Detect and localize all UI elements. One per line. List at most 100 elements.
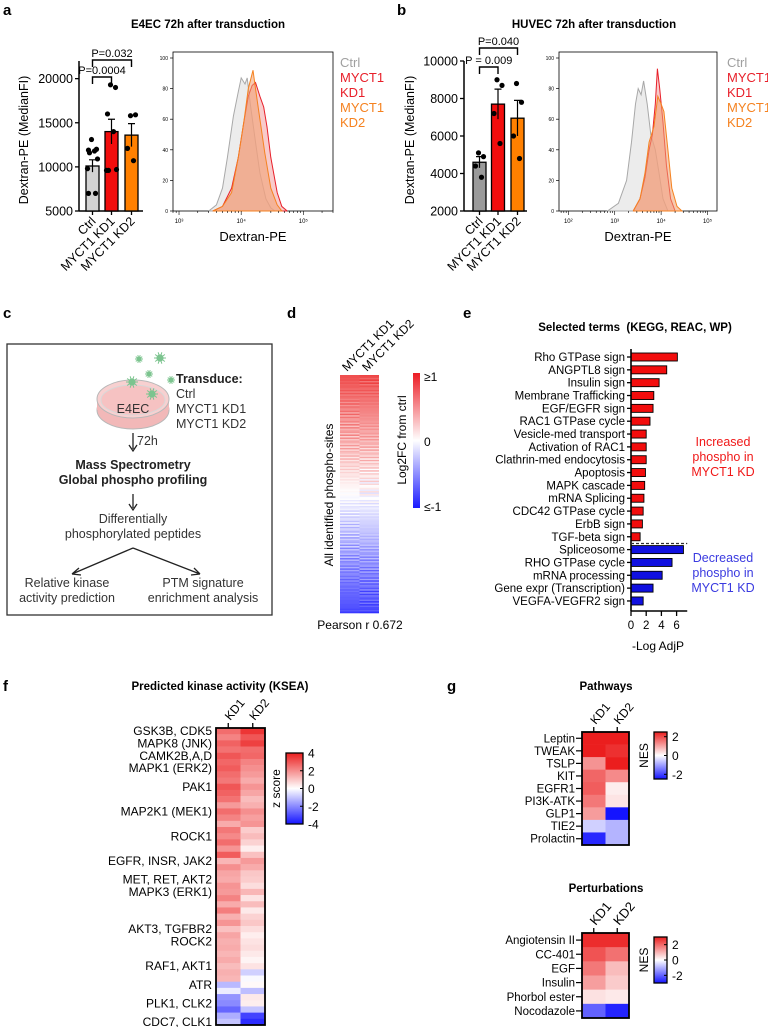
- heatmap-cell: [340, 571, 360, 574]
- heatmap-cell: [340, 593, 360, 596]
- heatmap-cell: [240, 907, 266, 914]
- data-point: [130, 158, 137, 164]
- dot-bar-chart: 5000 10000 15000 20000 Dextran-PE (MedianFI)…: [17, 48, 143, 274]
- row-label: Angiotensin II: [505, 935, 575, 947]
- heatmap-cell: [340, 520, 360, 523]
- virus-spike: [151, 388, 155, 395]
- heatmap-cell: [340, 389, 360, 392]
- heatmap-cell: [340, 611, 360, 614]
- data-point: [478, 174, 485, 180]
- colorbar-title: NES: [637, 948, 651, 973]
- heatmap-cell: [340, 434, 360, 437]
- heatmap-cell: [359, 394, 379, 397]
- heatmap-cell: [340, 430, 360, 432]
- heatmap-cell: [340, 419, 360, 422]
- heatmap-cell: [359, 535, 379, 538]
- heatmap-cell: [359, 505, 379, 508]
- heatmap-cell: [340, 496, 360, 499]
- heatmap-cell: [240, 752, 266, 760]
- data-point: [94, 156, 101, 162]
- heatmap-cell: [359, 501, 379, 504]
- error-bar: [89, 159, 96, 173]
- heatmap-cell: [340, 596, 360, 599]
- heatmap-cell: [359, 575, 379, 578]
- y-tick-label: 6000: [430, 130, 458, 144]
- term-label: Vesicle-med transport: [514, 429, 626, 441]
- p-value-label: P = 0.009: [465, 55, 512, 67]
- colorbar-tick-label: 2: [308, 764, 315, 778]
- virus-spike: [159, 354, 166, 359]
- heatmap-cell: [359, 546, 379, 548]
- heatmap-cell: [240, 888, 266, 896]
- term-label: Clathrin-med endocytosis: [495, 455, 625, 467]
- row-label: CDC7, CLK1: [143, 1015, 213, 1027]
- row-label: ROCK2: [171, 934, 213, 948]
- heatmap-cell: [582, 1003, 606, 1019]
- heatmap-cell: [359, 395, 379, 398]
- virus-icon: [126, 376, 138, 388]
- bar: [630, 480, 646, 490]
- heatmap-cell: [359, 525, 379, 528]
- legend-item: Ctrl: [727, 55, 747, 70]
- term-label: TGF-beta sign: [552, 532, 626, 544]
- heatmap-cell: [582, 947, 606, 962]
- virus-spike: [126, 378, 133, 383]
- heatmap-cell: [340, 550, 360, 553]
- panel-label-g: g: [447, 678, 456, 695]
- data-point: [127, 113, 134, 119]
- data-point: [107, 82, 114, 88]
- heatmap-cell: [340, 584, 360, 587]
- virus-spike: [149, 388, 153, 395]
- bar: [630, 557, 673, 567]
- heatmap-cell: [359, 424, 379, 426]
- heatmap-cell: [340, 538, 360, 541]
- heatmap-cell: [340, 471, 360, 474]
- significance-bracket: [91, 59, 133, 67]
- heatmap-cell: [359, 565, 379, 568]
- bar: [630, 493, 645, 503]
- heatmap-cell: [240, 969, 266, 976]
- heatmap-cell: [359, 428, 379, 431]
- data-point: [91, 148, 98, 154]
- heatmap-cell: [340, 526, 360, 529]
- heatmap-cell: [359, 435, 379, 438]
- bar: [630, 570, 663, 580]
- y-axis-label: Dextran-PE (MedianFI): [403, 76, 417, 205]
- heatmap-cell: [340, 532, 360, 535]
- heatmap-cell: [359, 382, 379, 385]
- data-point: [497, 140, 503, 147]
- heatmap-cell: [340, 586, 360, 589]
- significance-bracket: [478, 47, 519, 55]
- x-tick-label: 10⁴: [656, 218, 666, 225]
- heatmap-cell: [359, 541, 379, 544]
- row-label: ROCK1: [171, 829, 213, 843]
- heatmap-cell: [340, 385, 360, 388]
- colorbar-label: ≥1: [424, 370, 438, 384]
- group-annotation: Decreased: [693, 551, 753, 565]
- step-differential-1: Differentially: [99, 512, 168, 526]
- heatmap-cell: [240, 864, 266, 871]
- heatmap-cell: [359, 550, 379, 553]
- heatmap-cell: [340, 587, 360, 590]
- heatmap-cell: [340, 559, 360, 562]
- heatmap-cell: [605, 769, 630, 783]
- heatmap-cell: [359, 422, 379, 425]
- heatmap-cell: [359, 377, 379, 380]
- heatmap-cell: [340, 468, 360, 471]
- panel-a-title: E4EC 72h after transduction: [131, 19, 285, 31]
- heatmap-cell: [216, 876, 241, 883]
- y-tick-label: 10000: [423, 55, 458, 69]
- heatmap-cell: [359, 450, 379, 453]
- term-label: Insulin sign: [567, 378, 625, 390]
- heatmap-cell: [359, 392, 379, 395]
- heatmap-cell: [240, 926, 266, 933]
- bar: [630, 429, 647, 439]
- heatmap-cell: [340, 589, 360, 591]
- step-phospho-profiling: Global phospho profiling: [59, 473, 208, 487]
- virus-icon: [145, 370, 153, 378]
- heatmap-cell: [340, 394, 360, 397]
- heatmap-cell: [216, 765, 241, 772]
- heatmap-cell: [340, 482, 360, 484]
- heatmap-cell: [340, 391, 360, 394]
- legend-label: Ctrl: [727, 55, 747, 70]
